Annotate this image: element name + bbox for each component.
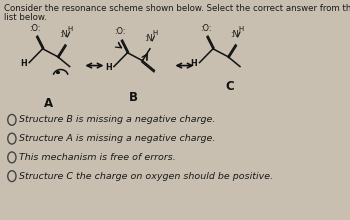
Text: Structure C the charge on oxygen should be positive.: Structure C the charge on oxygen should … <box>19 172 273 181</box>
Text: C: C <box>225 80 234 93</box>
Text: :N: :N <box>230 30 238 39</box>
Text: H: H <box>238 26 243 32</box>
Text: B: B <box>129 91 138 104</box>
Text: H: H <box>190 59 197 68</box>
Text: H: H <box>153 30 158 36</box>
Text: :O:: :O: <box>29 24 41 33</box>
Text: :N: :N <box>60 30 68 39</box>
Text: H: H <box>68 26 73 32</box>
Text: Structure B is missing a negative charge.: Structure B is missing a negative charge… <box>19 115 216 124</box>
Text: :O:: :O: <box>200 24 211 33</box>
Text: H: H <box>105 63 112 72</box>
Text: This mechanism is free of errors.: This mechanism is free of errors. <box>19 153 176 162</box>
Text: list below.: list below. <box>5 13 47 22</box>
Text: H: H <box>20 59 27 68</box>
Text: :O:: :O: <box>114 28 126 37</box>
Text: :N: :N <box>144 34 153 43</box>
Text: Structure A is missing a negative charge.: Structure A is missing a negative charge… <box>19 134 216 143</box>
Text: Consider the resonance scheme shown below. Select the correct answer from the: Consider the resonance scheme shown belo… <box>5 4 350 13</box>
Text: A: A <box>44 97 53 110</box>
